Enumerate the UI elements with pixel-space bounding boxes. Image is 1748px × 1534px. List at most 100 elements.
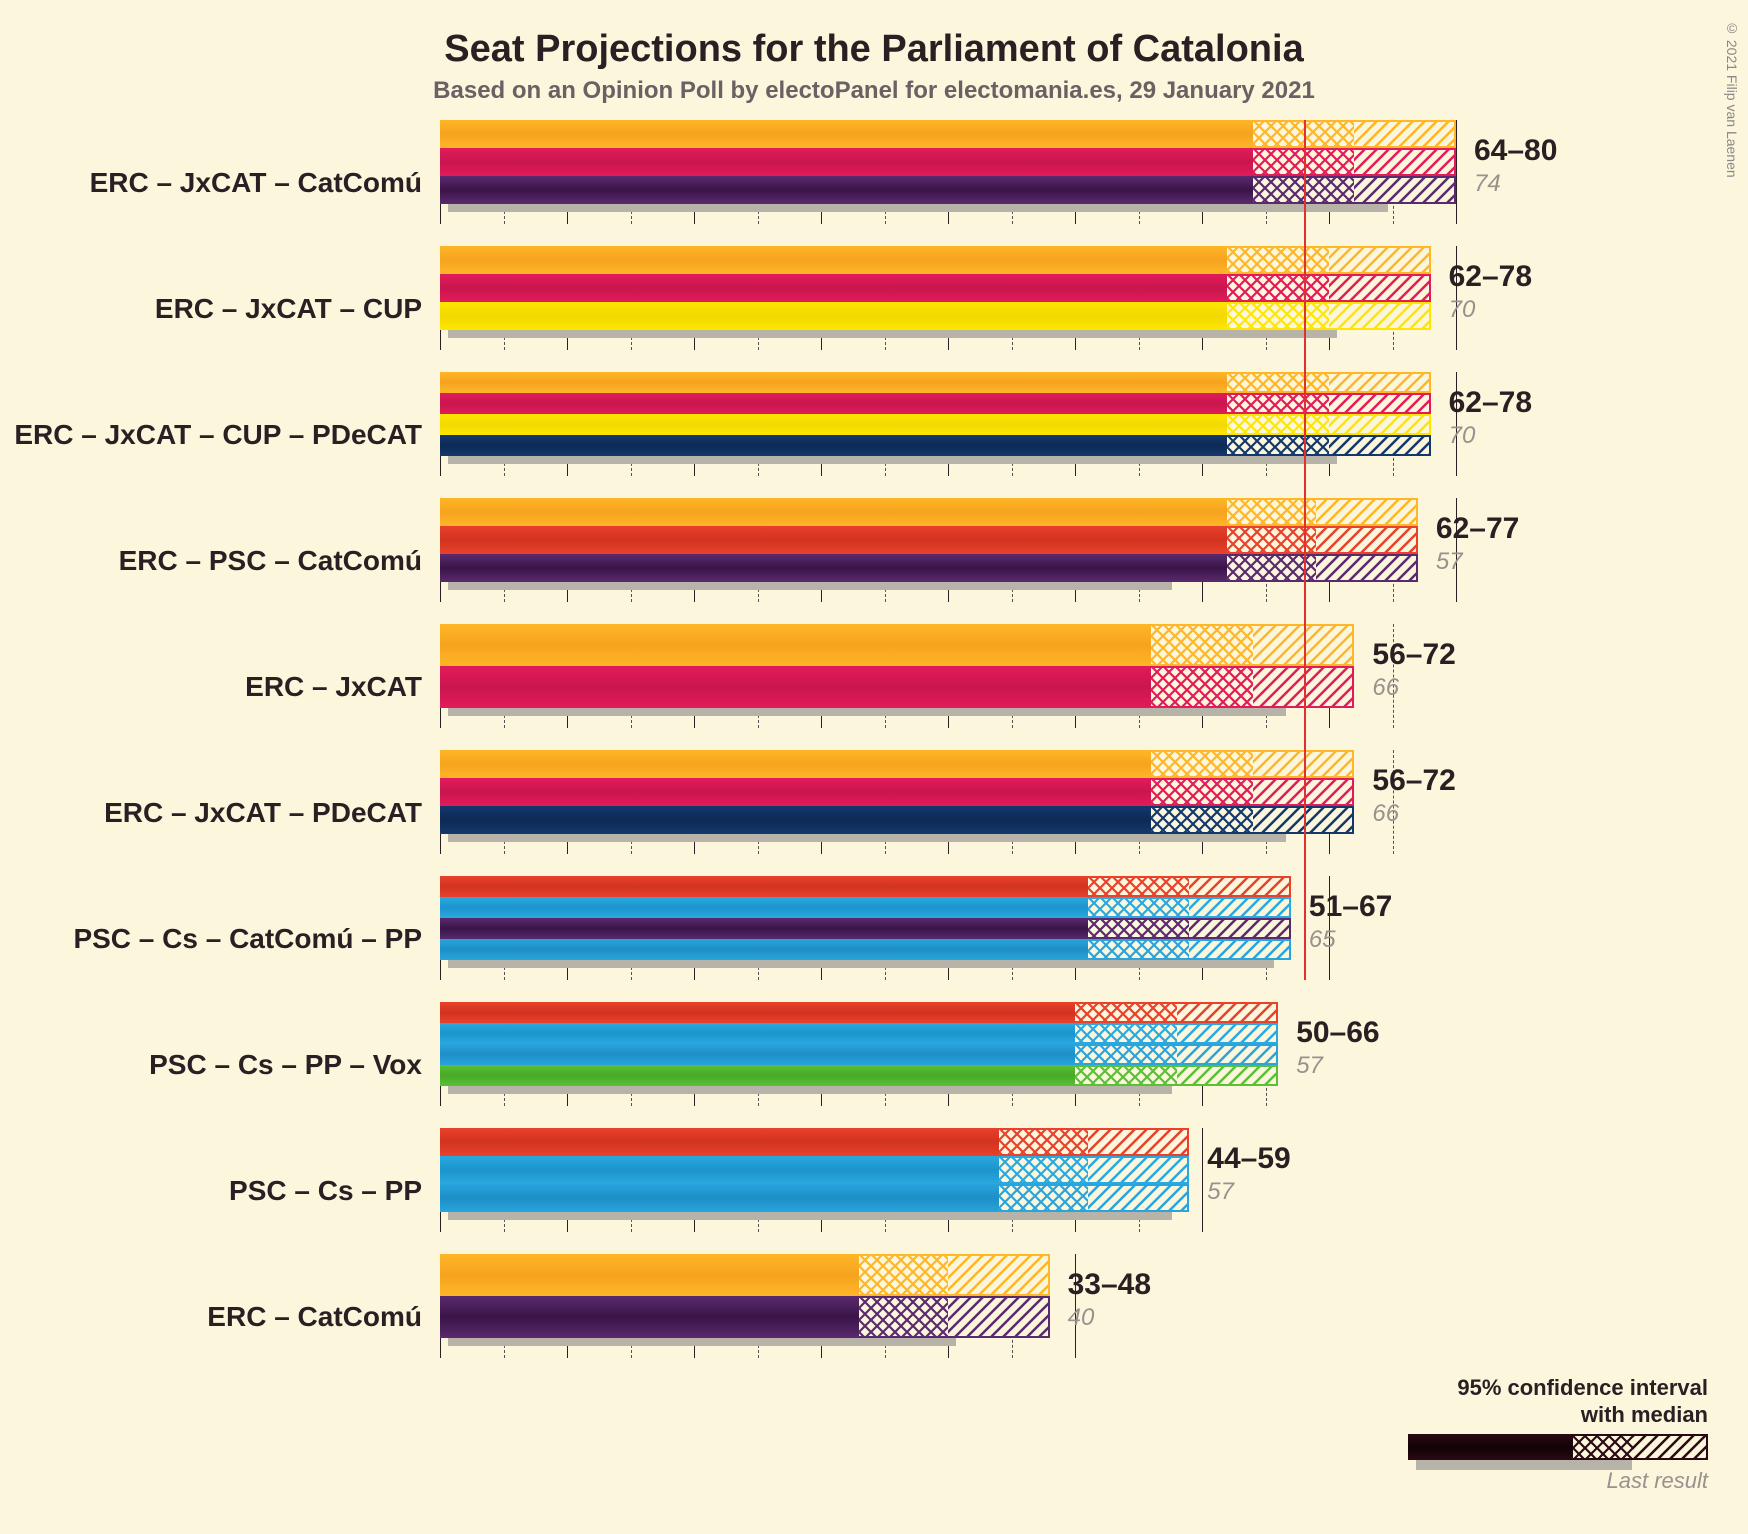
bar-solid	[440, 498, 1227, 526]
last-result-text: 57	[1207, 1178, 1234, 1206]
range-text: 62–78	[1449, 386, 1532, 420]
row-label: ERC – PSC – CatComú	[12, 545, 422, 577]
majority-line	[1304, 120, 1306, 980]
row-label: ERC – JxCAT – CUP	[12, 293, 422, 325]
last-result-text: 66	[1372, 674, 1399, 702]
bar-outline	[1088, 918, 1291, 939]
bar-solid	[440, 274, 1227, 302]
row-label: PSC – Cs – CatComú – PP	[12, 923, 422, 955]
bar-outline	[859, 1296, 1050, 1338]
bar-solid	[440, 302, 1227, 330]
bar-outline	[1227, 435, 1430, 456]
last-result-text: 70	[1449, 422, 1476, 450]
bar-outline	[1151, 806, 1354, 834]
row-label: PSC – Cs – PP – Vox	[12, 1049, 422, 1081]
bar-solid	[440, 1254, 859, 1296]
bar-outline	[1227, 302, 1430, 330]
bar-solid	[440, 393, 1227, 414]
chart-row: PSC – Cs – CatComú – PP 51–6765	[0, 876, 1748, 1002]
chart-row: ERC – CatComú 33–4840	[0, 1254, 1748, 1380]
row-label: ERC – JxCAT – CatComú	[12, 167, 422, 199]
chart-row: PSC – Cs – PP – Vox50–6657	[0, 1002, 1748, 1128]
gridline-major	[1202, 1128, 1203, 1232]
bar-solid	[440, 1296, 859, 1338]
bar-outline	[1227, 498, 1418, 526]
bar-outline	[1151, 666, 1354, 708]
bar-solid	[440, 939, 1088, 960]
range-text: 62–78	[1449, 260, 1532, 294]
chart-row: ERC – JxCAT – CatComú 64–8074	[0, 120, 1748, 246]
bar-solid	[440, 897, 1088, 918]
bar-outline	[999, 1128, 1190, 1156]
bar-solid	[440, 876, 1088, 897]
chart-row: ERC – JxCAT – PDeCAT56–7266	[0, 750, 1748, 876]
bar-outline	[1088, 897, 1291, 918]
last-result-text: 74	[1474, 170, 1501, 198]
bar-solid	[440, 806, 1151, 834]
bar-outline	[999, 1184, 1190, 1212]
bar-outline	[1151, 778, 1354, 806]
legend-bar-diagonal	[1633, 1434, 1708, 1460]
row-label: ERC – JxCAT – CUP – PDeCAT	[12, 419, 422, 451]
bar-outline	[1227, 393, 1430, 414]
bar-solid	[440, 1184, 999, 1212]
bar-solid	[440, 778, 1151, 806]
row-label: PSC – Cs – PP	[12, 1175, 422, 1207]
legend-last-label: Last result	[1408, 1468, 1708, 1494]
legend-title-line1: 95% confidence interval	[1408, 1375, 1708, 1401]
row-label: ERC – JxCAT – PDeCAT	[12, 797, 422, 829]
last-result-text: 57	[1296, 1052, 1323, 1080]
legend-bar	[1408, 1434, 1708, 1464]
bar-outline	[1253, 120, 1456, 148]
bar-outline	[859, 1254, 1050, 1296]
bar-outline	[1253, 148, 1456, 176]
bar-solid	[440, 1065, 1075, 1086]
chart-row: ERC – PSC – CatComú 62–7757	[0, 498, 1748, 624]
bar-solid	[440, 435, 1227, 456]
row-label: ERC – JxCAT	[12, 671, 422, 703]
bar-solid	[440, 624, 1151, 666]
bar-outline	[1075, 1065, 1278, 1086]
range-text: 56–72	[1372, 638, 1455, 672]
chart-title: Seat Projections for the Parliament of C…	[0, 28, 1748, 71]
bar-solid	[440, 1023, 1075, 1044]
range-text: 56–72	[1372, 764, 1455, 798]
last-result-text: 57	[1436, 548, 1463, 576]
bar-outline	[1151, 624, 1354, 666]
range-text: 33–48	[1068, 1268, 1151, 1302]
bar-solid	[440, 918, 1088, 939]
last-result-text: 70	[1449, 296, 1476, 324]
bar-outline	[1075, 1023, 1278, 1044]
bar-solid	[440, 1002, 1075, 1023]
bar-outline	[1227, 274, 1430, 302]
chart-legend: 95% confidence interval with median Last…	[1408, 1375, 1708, 1494]
legend-title-line2: with median	[1408, 1402, 1708, 1428]
last-result-text: 65	[1309, 926, 1336, 954]
chart-subtitle: Based on an Opinion Poll by electoPanel …	[0, 77, 1748, 105]
range-text: 64–80	[1474, 134, 1557, 168]
bar-outline	[1088, 939, 1291, 960]
bar-solid	[440, 176, 1253, 204]
chart-row: PSC – Cs – PP 44–5957	[0, 1128, 1748, 1254]
chart-row: ERC – JxCAT – CUP 62–7870	[0, 246, 1748, 372]
bar-outline	[1227, 246, 1430, 274]
bar-outline	[1088, 876, 1291, 897]
bar-outline	[1227, 526, 1418, 554]
gridline-major	[1456, 120, 1457, 224]
bar-solid	[440, 372, 1227, 393]
range-text: 62–77	[1436, 512, 1519, 546]
bar-outline	[1075, 1002, 1278, 1023]
range-text: 44–59	[1207, 1142, 1290, 1176]
bar-outline	[1227, 372, 1430, 393]
bar-solid	[440, 414, 1227, 435]
row-label: ERC – CatComú	[12, 1301, 422, 1333]
bar-outline	[1227, 414, 1430, 435]
chart-area: ERC – JxCAT – CatComú64–8074ERC – JxCAT …	[0, 120, 1748, 1420]
bar-solid	[440, 666, 1151, 708]
bar-outline	[1253, 176, 1456, 204]
last-result-text: 40	[1068, 1304, 1095, 1332]
bar-solid	[440, 246, 1227, 274]
range-text: 51–67	[1309, 890, 1392, 924]
bar-solid	[440, 1128, 999, 1156]
bar-solid	[440, 148, 1253, 176]
